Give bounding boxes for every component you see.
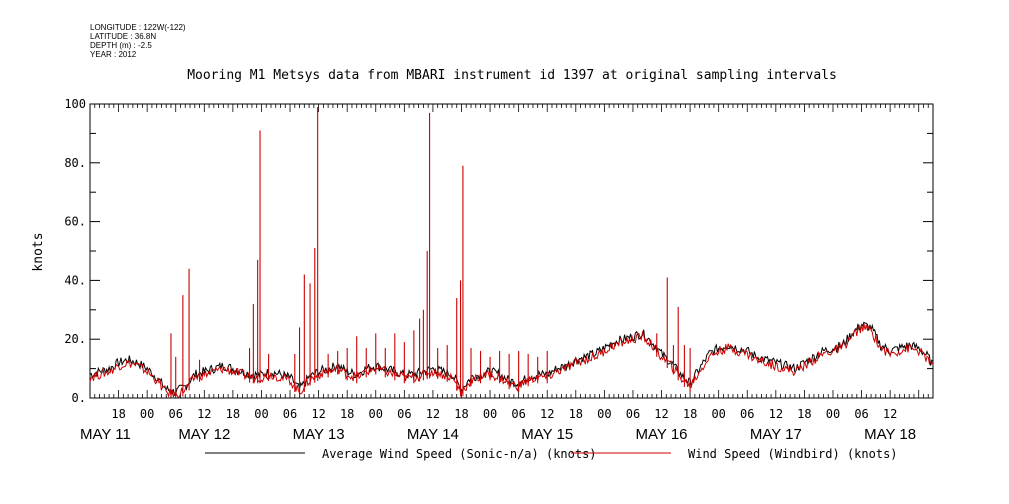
legend-label-average: Average Wind Speed (Sonic-n/a) (knots) — [322, 447, 597, 461]
x-tick-label: 18 — [454, 407, 468, 421]
x-tick-label: 12 — [426, 407, 440, 421]
x-tick-label: 06 — [626, 407, 640, 421]
x-tick-label: 12 — [540, 407, 554, 421]
header-longitude: LONGITUDE : 122W(-122) — [90, 23, 186, 32]
legend-label-windbird: Wind Speed (Windbird) (knots) — [688, 447, 898, 461]
plot-area — [89, 103, 934, 399]
series-layer — [89, 106, 934, 399]
x-date-label: MAY 13 — [293, 426, 345, 443]
y-tick-label: 0. — [72, 391, 86, 405]
x-tick-label: 06 — [283, 407, 297, 421]
x-tick-label: 00 — [826, 407, 840, 421]
y-axis: 0. 20. 40. 60. 80. 100 — [64, 97, 933, 405]
x-tick-label: 18 — [226, 407, 240, 421]
x-tick-label: 12 — [769, 407, 783, 421]
x-date-label: MAY 11 — [80, 426, 131, 443]
x-date-label: MAY 16 — [636, 426, 688, 443]
x-tick-label: 06 — [740, 407, 754, 421]
x-tick-label: 12 — [883, 407, 897, 421]
x-tick-label: 06 — [169, 407, 183, 421]
x-date-label: MAY 15 — [521, 426, 573, 443]
x-tick-label: 06 — [854, 407, 868, 421]
y-axis-title: knots — [31, 232, 46, 271]
x-tick-label: 12 — [311, 407, 325, 421]
series-average-wind-speed — [89, 321, 934, 397]
x-tick-label: 12 — [654, 407, 668, 421]
header-depth: DEPTH (m) : -2.5 — [90, 41, 152, 50]
x-axis: 18 00 06 12 18 00 06 12 18 00 06 12 18 00 06 12 18 00 06 12… — [80, 104, 934, 443]
chart-title: Mooring M1 Metsys data from MBARI instru… — [187, 68, 837, 83]
x-tick-label: 06 — [511, 407, 525, 421]
x-tick-label: 18 — [569, 407, 583, 421]
x-date-label: MAY 18 — [864, 426, 916, 443]
x-tick-label: 18 — [683, 407, 697, 421]
header-latitude: LATITUDE : 36.8N — [90, 32, 156, 41]
y-tick-label: 40. — [64, 273, 86, 287]
x-tick-label: 00 — [254, 407, 268, 421]
x-tick-label: 18 — [111, 407, 125, 421]
legend: Average Wind Speed (Sonic-n/a) (knots) W… — [205, 447, 898, 461]
y-tick-label: 80. — [64, 156, 86, 170]
x-tick-label: 00 — [711, 407, 725, 421]
y-tick-label: 60. — [64, 215, 86, 229]
y-tick-label: 100 — [64, 97, 86, 111]
x-tick-label: 00 — [483, 407, 497, 421]
x-tick-label: 00 — [140, 407, 154, 421]
x-date-label: MAY 17 — [750, 426, 802, 443]
x-date-label: MAY 12 — [178, 426, 230, 443]
x-date-label: MAY 14 — [407, 426, 459, 443]
x-tick-label: 06 — [397, 407, 411, 421]
y-tick-label: 20. — [64, 332, 86, 346]
series-windbird-wind-speed — [89, 323, 934, 399]
x-tick-label: 12 — [197, 407, 211, 421]
header-year: YEAR : 2012 — [90, 50, 137, 59]
x-tick-label: 18 — [797, 407, 811, 421]
x-tick-label: 00 — [369, 407, 383, 421]
x-tick-label: 18 — [340, 407, 354, 421]
x-tick-label: 00 — [597, 407, 611, 421]
